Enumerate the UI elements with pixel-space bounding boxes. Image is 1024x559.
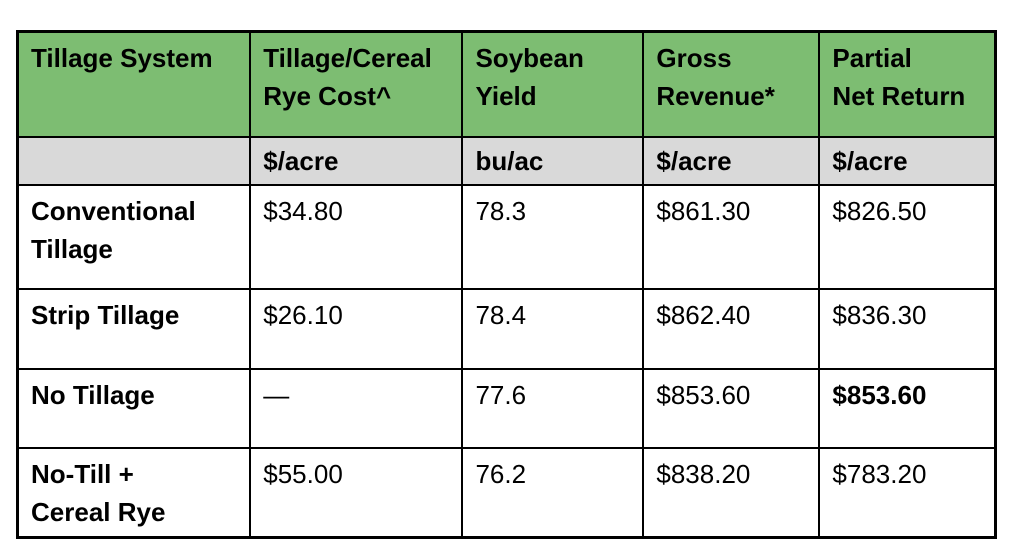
unit-cell-net-return: $/acre xyxy=(818,135,997,187)
row-label-no-till-cereal-rye: No-Till + Cereal Rye xyxy=(16,447,252,539)
header-cell-partial-net-return: Partial Net Return xyxy=(818,30,997,138)
cell-strip-net-return: $836.30 xyxy=(818,288,997,371)
cell-conventional-yield: 78.3 xyxy=(461,184,645,291)
header-cell-tillage-system: Tillage System xyxy=(16,30,252,138)
table-row-strip-tillage: Strip Tillage $26.10 78.4 $862.40 $836.3… xyxy=(16,288,997,371)
cell-no-till-rye-cost: $55.00 xyxy=(249,447,464,539)
cell-strip-cost: $26.10 xyxy=(249,288,464,371)
tillage-comparison-table-container: Tillage System Tillage/Cereal Rye Cost^ … xyxy=(16,30,997,539)
cell-no-tillage-gross-revenue: $853.60 xyxy=(642,368,821,450)
cell-no-till-rye-yield: 76.2 xyxy=(461,447,645,539)
row-label-no-tillage: No Tillage xyxy=(16,368,252,450)
cell-strip-yield: 78.4 xyxy=(461,288,645,371)
table-row-no-tillage: No Tillage — 77.6 $853.60 $853.60 xyxy=(16,368,997,450)
cell-no-tillage-yield: 77.6 xyxy=(461,368,645,450)
table-row-no-till-cereal-rye: No-Till + Cereal Rye $55.00 76.2 $838.20… xyxy=(16,447,997,539)
table-header-row: Tillage System Tillage/Cereal Rye Cost^ … xyxy=(16,30,997,138)
unit-cell-yield: bu/ac xyxy=(461,135,645,187)
cell-strip-gross-revenue: $862.40 xyxy=(642,288,821,371)
header-cell-soybean-yield: Soybean Yield xyxy=(461,30,645,138)
unit-cell-revenue: $/acre xyxy=(642,135,821,187)
unit-cell-blank xyxy=(16,135,252,187)
cell-no-tillage-net-return: $853.60 xyxy=(818,368,997,450)
tillage-comparison-table: Tillage System Tillage/Cereal Rye Cost^ … xyxy=(16,30,997,539)
header-cell-gross-revenue: Gross Revenue* xyxy=(642,30,821,138)
cell-no-tillage-cost: — xyxy=(249,368,464,450)
row-label-conventional-tillage: Conventional Tillage xyxy=(16,184,252,291)
cell-conventional-gross-revenue: $861.30 xyxy=(642,184,821,291)
cell-no-till-rye-gross-revenue: $838.20 xyxy=(642,447,821,539)
cell-no-till-rye-net-return: $783.20 xyxy=(818,447,997,539)
header-cell-tillage-cereal-rye-cost: Tillage/Cereal Rye Cost^ xyxy=(249,30,464,138)
table-units-row: $/acre bu/ac $/acre $/acre xyxy=(16,135,997,187)
cell-conventional-net-return: $826.50 xyxy=(818,184,997,291)
unit-cell-cost: $/acre xyxy=(249,135,464,187)
cell-conventional-cost: $34.80 xyxy=(249,184,464,291)
row-label-strip-tillage: Strip Tillage xyxy=(16,288,252,371)
table-row-conventional-tillage: Conventional Tillage $34.80 78.3 $861.30… xyxy=(16,184,997,291)
